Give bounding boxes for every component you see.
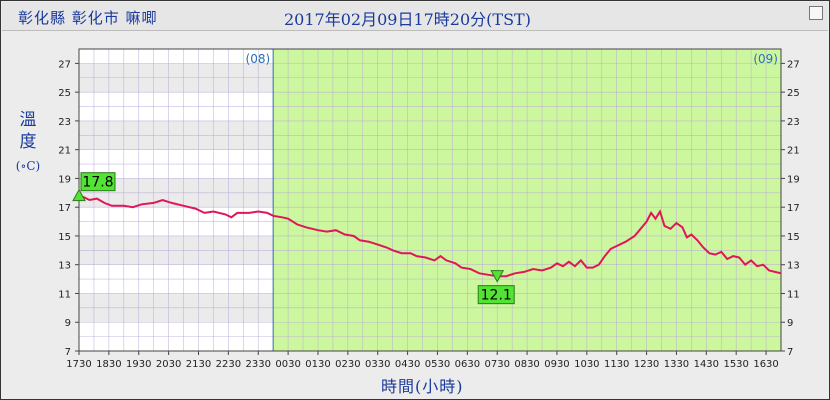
x-tick-label: 0330 [365, 359, 390, 370]
x-tick-label: 2230 [216, 359, 241, 370]
observation-timestamp: 2017年02月09日17時20分(TST) [284, 10, 531, 29]
x-tick-label: 1630 [753, 359, 778, 370]
x-tick-label: 0530 [425, 359, 450, 370]
y-tick-label: 21 [787, 146, 800, 157]
y-tick-label: 9 [65, 318, 71, 329]
x-tick-label: 0430 [395, 359, 420, 370]
x-tick-label: 2330 [246, 359, 271, 370]
y-axis-title-line1: 溫 [19, 110, 37, 130]
y-tick-label: 11 [58, 289, 71, 300]
x-tick-label: 0630 [455, 359, 480, 370]
x-tick-label: 1430 [694, 359, 719, 370]
min-value-box [477, 285, 515, 305]
y-tick-label: 25 [787, 88, 800, 99]
day-label: (08) [246, 52, 271, 66]
y-tick-label: 17 [58, 203, 71, 214]
day-labels: (08) (09) [246, 52, 778, 66]
x-tick-label: 2030 [156, 359, 181, 370]
max-value-box [80, 172, 116, 192]
x-tick-label: 0830 [514, 359, 539, 370]
x-tick-label: 2130 [186, 359, 211, 370]
y-tick-label: 27 [58, 59, 71, 70]
x-tick-label: 0730 [484, 359, 509, 370]
y-tick-label: 23 [787, 117, 800, 128]
y-tick-label: 25 [58, 88, 71, 99]
x-axis-title: 時間(小時) [381, 377, 464, 396]
x-tick-label: 1330 [664, 359, 689, 370]
day-label: (09) [753, 52, 778, 66]
y-tick-label: 11 [787, 289, 800, 300]
max-marker [72, 188, 86, 202]
x-tick-label: 0930 [544, 359, 569, 370]
y-tick-label: 23 [58, 117, 71, 128]
close-button[interactable] [809, 6, 823, 20]
markers: 17.8 12.1 [72, 172, 515, 305]
x-tick-label: 1130 [604, 359, 629, 370]
x-tick-label: 0230 [335, 359, 360, 370]
y-tick-label: 13 [58, 261, 71, 272]
y-axis-title-line2: 度 [19, 132, 37, 152]
x-ticks: 1730 1830 1930 2030 2130 2230 2330 0030 0130 0230… [66, 351, 779, 370]
y-axis-unit: (∘C) [15, 159, 41, 173]
x-tick-label: 1530 [723, 359, 748, 370]
min-value-label: 12.1 [481, 288, 512, 304]
x-tick-label: 1230 [634, 359, 659, 370]
temperature-series-line [78, 194, 782, 278]
title-bar: 彰化縣 彰化市 嘛唧 2017年02月09日17時20分(TST) [2, 2, 828, 31]
horizontal-grid [79, 63, 781, 337]
vertical-grid [93, 49, 767, 351]
y-tick-label: 9 [787, 318, 793, 329]
x-tick-label: 1830 [96, 359, 121, 370]
min-marker [490, 270, 505, 283]
station-location: 彰化縣 彰化市 嘛唧 [18, 9, 158, 27]
y-tick-label: 15 [58, 232, 71, 243]
x-tick-label: 1730 [66, 359, 91, 370]
y-tick-label: 21 [58, 146, 71, 157]
y-ticks-right: 7 9 11 13 15 17 19 21 23 25 27 [781, 59, 800, 358]
y-tick-label: 13 [787, 261, 800, 272]
y-tick-label: 19 [58, 174, 71, 185]
y-tick-label: 7 [787, 347, 793, 358]
y-axis-title: 溫 度 (∘C) [7, 109, 49, 173]
y-tick-label: 27 [787, 59, 800, 70]
x-tick-label: 1930 [126, 359, 151, 370]
y-tick-label: 7 [65, 347, 71, 358]
y-ticks-left: 7 9 11 13 15 17 19 21 23 25 27 [58, 59, 79, 358]
x-tick-label: 0030 [275, 359, 300, 370]
x-tick-label: 0130 [305, 359, 330, 370]
x-tick-label: 1030 [574, 359, 599, 370]
y-tick-label: 15 [787, 232, 800, 243]
y-tick-label: 19 [787, 174, 800, 185]
max-value-label: 17.8 [82, 175, 113, 191]
y-tick-label: 17 [787, 203, 800, 214]
